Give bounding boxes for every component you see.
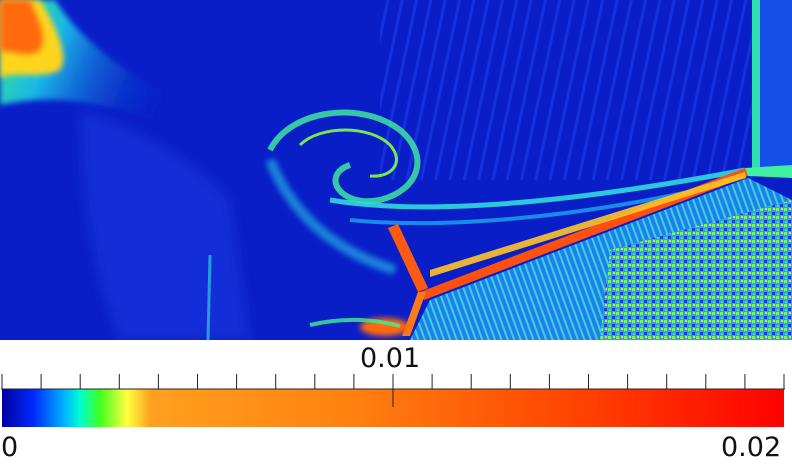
shock-front-main-edge xyxy=(430,172,746,277)
thin-vertical-streak xyxy=(206,254,212,340)
vortex-inner-arm xyxy=(298,128,398,178)
colorbar xyxy=(1,374,785,427)
slip-line-lower xyxy=(349,183,721,226)
colorbar-max-label: 0.02 xyxy=(721,432,782,463)
colorbar-mid-label: 0.01 xyxy=(360,343,421,374)
slip-line-upper xyxy=(329,167,746,210)
simulation-field xyxy=(0,0,792,340)
colorbar-ticks xyxy=(1,374,785,407)
field-ripple-region xyxy=(380,0,760,180)
turbulent-region xyxy=(600,200,792,340)
vortex-tail xyxy=(265,158,397,275)
colorbar-min-label: 0 xyxy=(1,432,19,463)
wall-reflection xyxy=(745,165,792,178)
wall-shock xyxy=(752,0,762,170)
wall-shock-edge xyxy=(760,0,792,170)
shock-front-oblique xyxy=(388,224,428,292)
plume-hot-spot xyxy=(0,0,44,54)
colorbar-legend: 0.01 0 0.02 xyxy=(0,340,792,464)
field-light-region xyxy=(80,110,250,340)
vortex-outer-arm xyxy=(267,109,421,205)
bottom-streak xyxy=(309,317,401,328)
